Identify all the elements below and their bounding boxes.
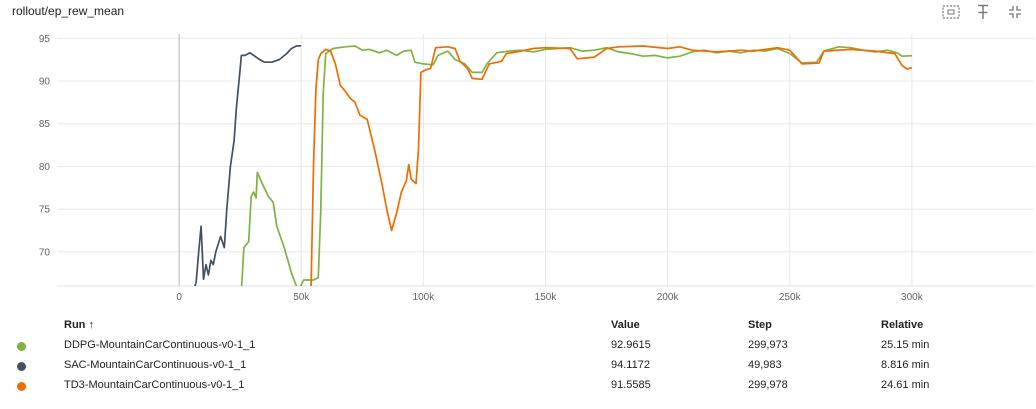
chart-title: rollout/ep_rew_mean [12,4,125,18]
run-column-header[interactable]: Run ↑ [64,319,94,331]
y-tick-label: 80 [39,162,51,173]
table-row: DDPG-MountainCarContinuous-v0-1_1 92.961… [0,336,1036,356]
run-relative: 8.816 min [881,359,930,371]
step-column-header[interactable]: Step [748,319,772,331]
run-value: 92.9615 [611,339,651,351]
y-tick-label: 95 [39,34,51,45]
table-row: TD3-MountainCarContinuous-v0-1_1 91.5585… [0,376,1036,396]
chart-toolbar [938,2,1028,22]
run-value: 91.5585 [611,379,651,391]
x-tick-label: 50k [293,292,310,303]
x-tick-label: 300k [901,292,924,303]
x-tick-label: 250k [779,292,802,303]
y-tick-label: 85 [39,119,51,130]
pin-button[interactable] [970,2,996,22]
series-line [194,44,302,286]
fit-domain-icon [942,5,960,19]
run-name: SAC-MountainCarContinuous-v0-1_1 [64,359,247,371]
run-relative: 25.15 min [881,339,930,351]
collapse-button[interactable] [1002,2,1028,22]
y-tick-label: 75 [39,205,51,216]
series-line [240,45,912,286]
run-step: 299,978 [748,379,788,391]
run-value: 94.1172 [611,359,650,371]
x-tick-label: 100k [413,292,436,303]
runs-table-header: Run ↑ Value Step Relative [0,316,1036,336]
y-tick-label: 90 [39,76,51,87]
run-color-dot [17,382,26,391]
relative-column-header[interactable]: Relative [881,319,924,331]
line-chart: 70 75 80 85 90 95 0 50k 100k 150k 200k 250k 300k [39,34,1034,303]
series-line [310,45,913,286]
y-tick-label: 70 [39,247,51,258]
run-name: DDPG-MountainCarContinuous-v0-1_1 [64,339,256,351]
run-step: 299,973 [748,339,788,351]
run-relative: 24.61 min [881,379,930,391]
pin-icon [978,4,988,19]
table-row: SAC-MountainCarContinuous-v0-1_1 94.1172… [0,356,1036,376]
collapse-icon [1009,6,1021,18]
fit-domain-button[interactable] [938,2,964,22]
runs-table: Run ↑ Value Step Relative DDPG-MountainC… [0,316,1036,396]
run-color-dot [17,362,26,371]
x-tick-label: 150k [535,292,558,303]
x-tick-label: 0 [176,292,182,303]
x-tick-label: 200k [657,292,680,303]
run-color-dot [17,342,26,351]
value-column-header[interactable]: Value [611,319,640,331]
run-name: TD3-MountainCarContinuous-v0-1_1 [64,379,245,391]
run-step: 49,983 [748,359,782,371]
